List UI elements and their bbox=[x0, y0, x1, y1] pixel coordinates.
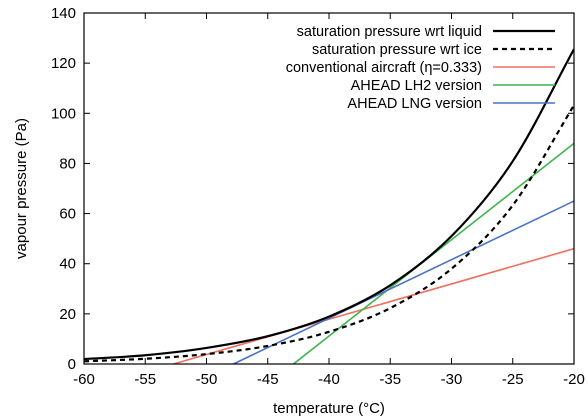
legend-label-ahead-lng-version: AHEAD LNG version bbox=[347, 96, 482, 112]
x-tick-label: -50 bbox=[196, 371, 218, 388]
series-line-saturation-pressure-wrt-ice bbox=[84, 104, 574, 363]
x-tick-label: -30 bbox=[441, 371, 463, 388]
legend-label-ahead-lh2-version: AHEAD LH2 version bbox=[351, 78, 482, 94]
x-tick-label: -25 bbox=[502, 371, 524, 388]
x-tick-label: -60 bbox=[73, 371, 95, 388]
series-line-conventional-aircraft-0-333 bbox=[173, 247, 574, 364]
x-tick-label: -45 bbox=[257, 371, 279, 388]
y-tick-label: 100 bbox=[51, 105, 76, 122]
legend-label-saturation-pressure-wrt-liquid: saturation pressure wrt liquid bbox=[297, 24, 482, 40]
x-axis-label: temperature (°C) bbox=[273, 400, 385, 417]
x-tick-label: -35 bbox=[379, 371, 401, 388]
x-tick-label: -55 bbox=[134, 371, 156, 388]
y-tick-label: 0 bbox=[68, 356, 76, 373]
y-tick-label: 140 bbox=[51, 5, 76, 22]
x-tick-label: -20 bbox=[563, 371, 585, 388]
y-tick-label: 20 bbox=[59, 306, 76, 323]
chart-legend: saturation pressure wrt liquid saturation… bbox=[286, 24, 555, 112]
y-tick-label: 120 bbox=[51, 55, 76, 72]
axis-ticks-group: -60 -55 -50 -45 -40 -35 -30 -25 -20 0 20 40 60 80 100 1… bbox=[51, 5, 585, 388]
y-tick-label: 80 bbox=[59, 155, 76, 172]
y-axis-label: vapour pressure (Pa) bbox=[13, 118, 30, 259]
series-line-saturation-pressure-wrt-liquid bbox=[84, 48, 574, 361]
x-tick-label: -40 bbox=[318, 371, 340, 388]
plot-series-group bbox=[84, 48, 574, 364]
y-tick-label: 60 bbox=[59, 206, 76, 223]
series-line-ahead-lng-version bbox=[233, 200, 574, 364]
legend-label-saturation-pressure-wrt-ice: saturation pressure wrt ice bbox=[312, 42, 482, 58]
y-tick-label: 40 bbox=[59, 256, 76, 273]
legend-label-conventional-aircraft-0-333: conventional aircraft (η=0.333) bbox=[286, 60, 482, 76]
